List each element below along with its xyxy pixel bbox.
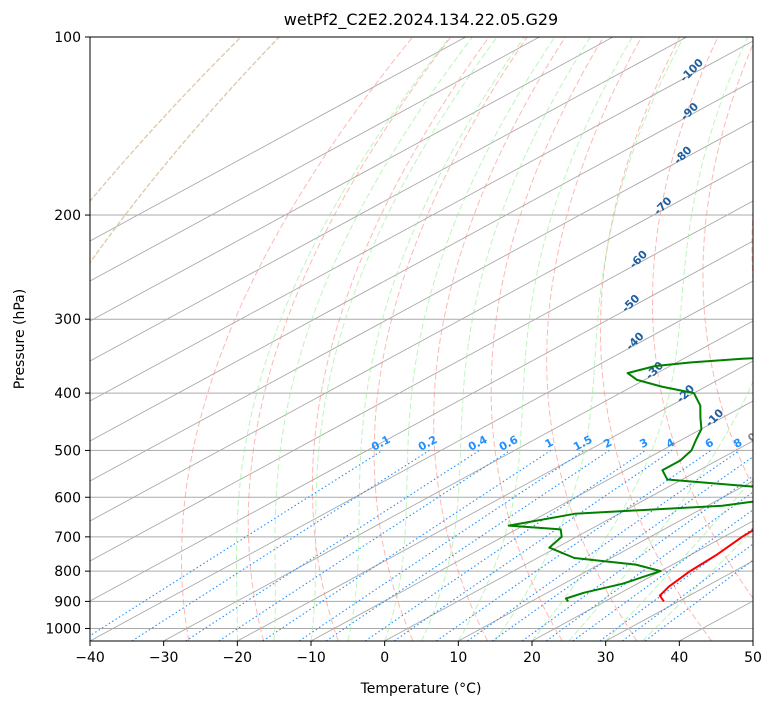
moist-adiabats	[236, 37, 753, 641]
mixing-ratio-line	[622, 543, 753, 641]
isotherm-line	[531, 520, 753, 641]
moist-adiabat-line	[531, 37, 749, 641]
mixing-ratio-line	[262, 449, 552, 641]
y-axis: 100 200 300 400 500 600 700 800 900 1000	[45, 30, 90, 637]
x-tick-label: 30	[597, 650, 615, 666]
moist-adiabat-line	[347, 37, 525, 641]
mixing-ratio-line	[521, 475, 753, 641]
isotherm-label: 0	[745, 430, 760, 445]
moist-adiabat-line	[384, 37, 556, 641]
y-axis-title: Pressure (hPa)	[12, 289, 28, 389]
isotherm-line	[384, 440, 753, 641]
mixing-ratio-line	[393, 449, 673, 641]
pressure-gridlines	[90, 37, 753, 629]
mixing-ratio-label: 10	[751, 434, 771, 453]
dry-adiabat-line	[546, 37, 642, 641]
mixing-ratio-line	[644, 559, 753, 641]
x-tick-label: 10	[449, 650, 467, 666]
y-tick-label: 300	[54, 312, 81, 328]
isotherm-line	[458, 480, 753, 641]
plot-frame	[89, 36, 754, 642]
moist-adiabat-line	[642, 529, 753, 641]
y-tick-label: 1000	[45, 621, 81, 637]
moist-adiabat-line	[273, 37, 473, 641]
isotherm-line	[90, 37, 614, 322]
dry-adiabat-line	[599, 37, 713, 641]
y-tick-label: 700	[54, 530, 81, 546]
moist-adiabat-line	[457, 37, 633, 641]
moist-adiabat-line	[421, 37, 591, 641]
isotherm-line	[310, 400, 753, 641]
saturation-curve	[90, 37, 280, 264]
mixing-ratio-line	[131, 449, 430, 641]
isotherm-line	[90, 120, 753, 482]
saturation-curve	[90, 37, 242, 203]
saturation-curves	[90, 37, 280, 264]
x-tick-label: −40	[75, 650, 105, 666]
dry-adiabat-line	[247, 37, 452, 641]
isotherm-line	[90, 160, 753, 522]
isotherm-line	[90, 240, 753, 602]
y-tick-label: 800	[54, 564, 81, 580]
mixing-ratio-line	[298, 449, 585, 641]
dry-adiabat-line	[651, 37, 753, 599]
mixing-ratio-line	[491, 456, 753, 641]
x-tick-label: −30	[149, 650, 179, 666]
dry-adiabat-line	[180, 37, 413, 641]
dry-adiabat-line	[490, 37, 604, 641]
isotherm-line	[90, 37, 687, 362]
dry-adiabats	[180, 37, 753, 641]
y-tick-label: 500	[54, 443, 81, 459]
isotherm-line	[90, 200, 753, 562]
dry-adiabat-line	[702, 42, 753, 489]
x-tick-label: 40	[670, 650, 688, 666]
isotherm-line	[163, 320, 753, 641]
isotherm-line	[90, 80, 753, 442]
chart-title: wetPf2_C2E2.2024.134.22.05.G29	[284, 10, 558, 30]
mixing-ratio-line	[364, 449, 646, 641]
plot-area: 0.10.20.40.611.52346810131620253036-100-…	[90, 37, 771, 641]
mixing-ratio-line	[325, 449, 610, 641]
x-axis-title: Temperature (°C)	[360, 681, 482, 697]
isotherm-line	[90, 37, 540, 282]
x-tick-label: 20	[523, 650, 541, 666]
x-axis: −40 −30 −20 −10 0 10 20 30 40 50	[75, 641, 762, 666]
isotherm-line	[90, 40, 753, 402]
moist-adiabat-line	[494, 37, 685, 641]
y-tick-label: 900	[54, 594, 81, 610]
y-tick-label: 200	[54, 208, 81, 224]
dry-adiabat-line	[373, 37, 528, 641]
x-tick-label: 50	[744, 650, 762, 666]
y-tick-label: 600	[54, 490, 81, 506]
y-tick-label: 100	[54, 30, 81, 46]
moist-adiabat-line	[310, 37, 498, 641]
x-tick-label: 0	[380, 650, 389, 666]
moist-adiabat-line	[236, 37, 451, 641]
x-tick-label: −20	[223, 650, 253, 666]
dewpoint-profile-line	[507, 357, 753, 602]
x-tick-label: −10	[296, 650, 326, 666]
isotherm-line	[90, 37, 466, 242]
mixing-ratio-line	[90, 449, 383, 637]
y-tick-label: 400	[54, 386, 81, 402]
isotherm-line	[237, 360, 753, 641]
